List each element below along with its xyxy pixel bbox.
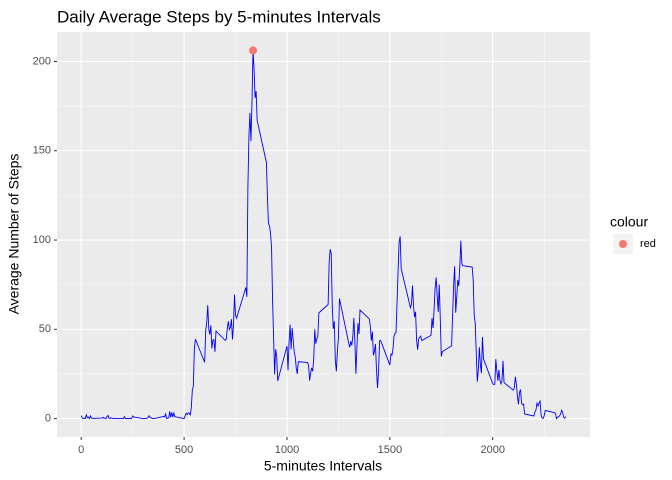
x-tick-label: 0 — [78, 444, 84, 456]
legend-marker — [619, 240, 627, 248]
x-tick-label: 500 — [175, 444, 193, 456]
y-tick-label: 50 — [39, 323, 51, 335]
panel — [57, 32, 590, 437]
line — [80, 50, 567, 420]
legend-label: red — [640, 238, 656, 250]
point — [249, 46, 258, 55]
y-tick-label: 0 — [45, 413, 51, 425]
x-axis-label: 5-minutes Intervals — [264, 458, 382, 474]
x-tick-label: 2000 — [480, 444, 504, 456]
y-axis-label: Average Number of Steps — [6, 154, 22, 315]
y-tick-label: 150 — [33, 145, 51, 157]
y-tick-label: 200 — [33, 55, 51, 67]
x-tick-label: 1000 — [275, 444, 299, 456]
legend-title: colour — [610, 214, 648, 230]
y-tick-label: 100 — [33, 234, 51, 246]
x-tick-label: 1500 — [378, 444, 402, 456]
chart-title: Daily Average Steps by 5-minutes Interva… — [57, 7, 381, 26]
